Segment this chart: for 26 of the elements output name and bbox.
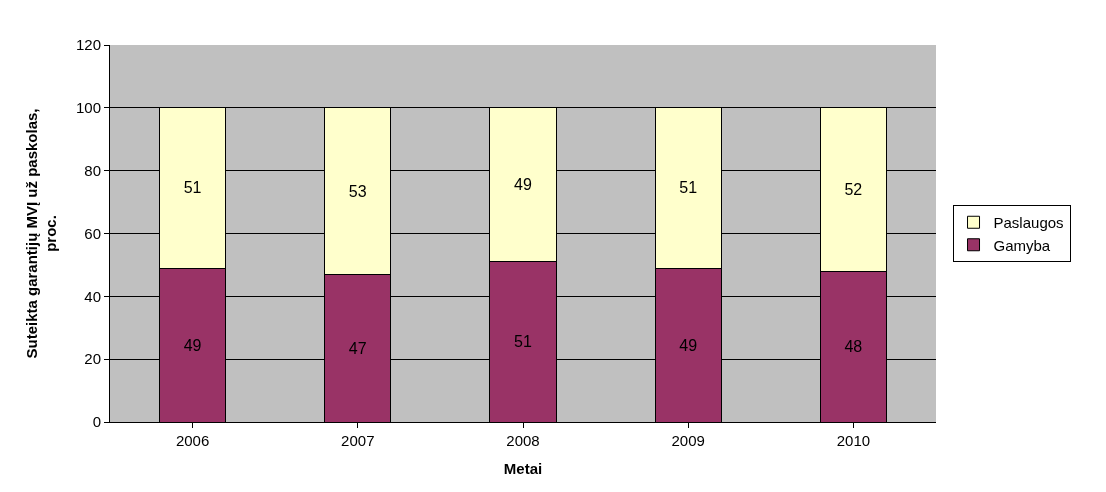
x-tick-label: 2010: [836, 432, 871, 449]
y-tick-label: 80: [84, 161, 101, 179]
y-tick-label: 0: [92, 413, 101, 431]
data-label: 49: [679, 336, 698, 354]
data-label: 49: [514, 176, 532, 194]
x-tick-label: 2007: [341, 432, 375, 449]
y-tick-label: 120: [75, 36, 101, 54]
data-label: 51: [514, 333, 532, 351]
legend-label: Paslaugos: [993, 214, 1064, 232]
data-label: 47: [348, 339, 367, 357]
y-tick-label: 60: [84, 224, 101, 242]
data-label: 49: [183, 336, 202, 354]
y-tick-label: 100: [75, 99, 101, 117]
legend-label: Gamyba: [993, 236, 1051, 254]
data-label: 51: [183, 179, 202, 197]
x-tick-label: 2009: [671, 432, 705, 449]
y-axis-title: Suteikta garantijų MVĮ už paskolas, proc.: [22, 108, 60, 359]
data-label: 51: [679, 179, 698, 197]
x-tick-label: 2008: [506, 432, 540, 449]
data-label: 52: [844, 181, 863, 199]
y-tick-label: 40: [84, 287, 101, 305]
x-tick-label: 2006: [175, 432, 210, 449]
data-label: 48: [844, 338, 863, 356]
y-tick-label: 20: [84, 350, 101, 368]
data-label: 53: [348, 182, 367, 200]
x-axis-title: Metai: [503, 460, 543, 477]
